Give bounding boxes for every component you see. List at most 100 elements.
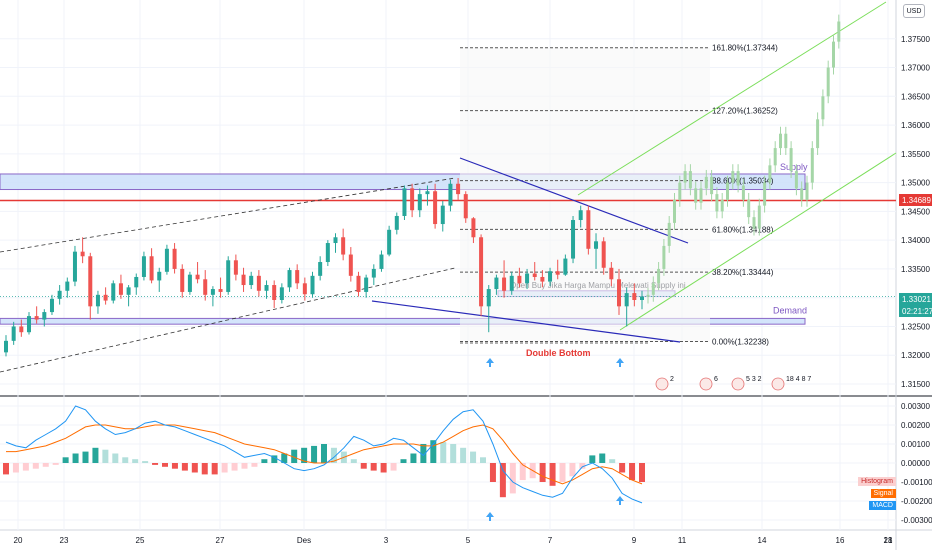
histogram-bar (480, 457, 486, 463)
projection-candle (789, 148, 793, 172)
candle-body (195, 274, 200, 280)
candle-body (410, 188, 415, 211)
candle-body (264, 285, 269, 291)
histogram-bar (509, 463, 516, 494)
histogram-bar (470, 451, 477, 463)
currency-button[interactable]: USD (903, 4, 925, 18)
candle-body (80, 251, 85, 257)
candle-body (517, 275, 522, 284)
candle-body (295, 270, 300, 284)
candle-body (578, 210, 583, 221)
candle-body (111, 283, 116, 301)
candle-body (348, 254, 353, 276)
supply-label: Supply (780, 162, 808, 172)
histogram-bar (12, 463, 19, 473)
projection-candle (736, 171, 740, 186)
candle-body (594, 241, 599, 249)
projection-candle (794, 171, 798, 189)
histogram-bar (92, 447, 99, 463)
projection-candle (720, 199, 724, 212)
histogram-bar (72, 453, 79, 463)
projection-candle (800, 188, 804, 200)
candle-body (448, 183, 453, 206)
fib-label: 38.20%(1.33444) (712, 268, 774, 277)
up-arrow-icon (486, 512, 494, 521)
candle-body (586, 210, 591, 249)
histogram-bar (301, 447, 308, 463)
histogram-bar (22, 463, 29, 471)
candle-body (157, 271, 162, 281)
up-arrow-icon (486, 358, 494, 367)
candle-body (180, 268, 185, 292)
histogram-bar (549, 463, 556, 486)
candle-body (456, 183, 461, 195)
projection-candle (678, 182, 682, 200)
time-tick-label: 11 (678, 536, 687, 545)
candle-body (88, 256, 93, 307)
candle-body (471, 218, 476, 238)
time-tick-label: 3 (384, 536, 389, 545)
time-tick-label: 20 (14, 536, 23, 545)
projection-candle (826, 67, 830, 97)
candle-body (218, 289, 223, 292)
signal-legend: Signal (870, 489, 896, 498)
candle-body (118, 283, 123, 295)
triangle-upper (459, 157, 689, 244)
price-tick-label: 1.37500 (901, 35, 930, 44)
projection-candle (773, 148, 777, 166)
demand-label: Demand (773, 305, 807, 315)
candle-body (279, 287, 284, 300)
price-tick-label: 1.35000 (901, 179, 930, 188)
candle-body (226, 260, 231, 292)
histogram-bar (430, 440, 437, 463)
candle-body (402, 188, 407, 216)
histogram-bar (559, 463, 566, 482)
price-tick-label: 1.32500 (901, 322, 930, 331)
candle-body (34, 316, 39, 320)
candle-body (26, 316, 31, 333)
histogram-bar (201, 463, 208, 475)
projection-candle (710, 176, 714, 195)
macd-tick-label: 0.00000 (901, 459, 930, 468)
projection-candle (662, 245, 666, 269)
histogram-bar (380, 463, 387, 473)
candle-body (203, 279, 208, 295)
projection-candle (673, 199, 676, 223)
candle-body (494, 277, 499, 290)
histogram-bar (539, 463, 546, 482)
projection-candle (741, 185, 745, 200)
price-tick-label: 1.34000 (901, 236, 930, 245)
projection-candle (646, 294, 650, 297)
time-tick-label: 27 (216, 536, 225, 545)
histogram-bar (142, 461, 149, 463)
candle-body (325, 243, 330, 263)
price-tick-label: 1.35500 (901, 150, 930, 159)
histogram-bar (390, 463, 397, 471)
price-tick-label: 1.33500 (901, 265, 930, 274)
price-tick-label: 1.37000 (901, 64, 930, 73)
candle-body (463, 194, 468, 219)
candle-body (302, 283, 307, 295)
projection-candle (667, 222, 671, 246)
time-tick-label: 7 (548, 536, 553, 545)
histogram-bar (420, 444, 427, 463)
candle-body (532, 273, 537, 277)
projection-candle (683, 171, 687, 183)
time-tick-label: 21 (884, 536, 893, 545)
event-count: 5 3 2 (746, 376, 762, 383)
candle-body (49, 298, 54, 313)
countdown-tag: 02:21:27 (899, 305, 932, 317)
candle-body (72, 251, 77, 282)
histogram-bar (241, 463, 248, 469)
histogram-bar (370, 463, 377, 471)
projection-candle (688, 171, 692, 189)
demand-zone (0, 317, 806, 325)
candle-body (134, 276, 139, 288)
histogram-bar (360, 463, 367, 469)
double-bottom-label: Double Bottom (526, 348, 591, 358)
projection-candle (816, 119, 820, 149)
candle-body (57, 290, 62, 299)
candle-body (310, 275, 315, 295)
histogram-bar (291, 449, 298, 463)
